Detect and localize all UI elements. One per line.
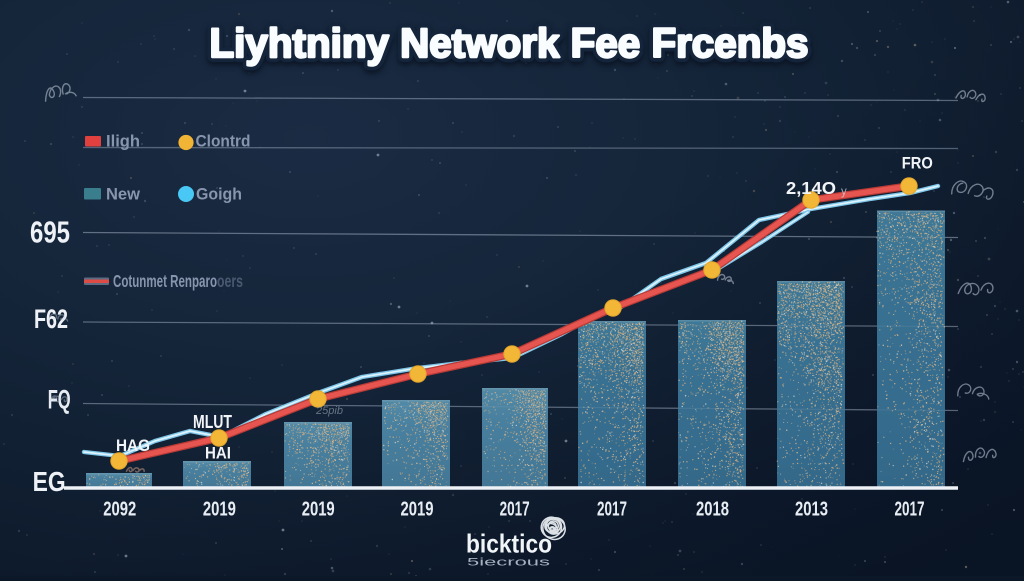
svg-text:EG: EG [33,466,66,497]
svg-text:Iligh: Iligh [106,132,140,151]
svg-text:2,14O: 2,14O [786,178,836,198]
svg-text:5iecrous: 5iecrous [467,557,551,569]
svg-text:Cotunmet Renparo: Cotunmet Renparo [113,271,217,291]
svg-text:Liyhtniny Network Fee Frcenbs: Liyhtniny Network Fee Frcenbs [210,20,809,66]
svg-text:2019: 2019 [203,499,236,521]
svg-text:oers: oers [217,271,243,291]
svg-text:25pib: 25pib [315,405,343,417]
svg-text:695: 695 [30,215,70,250]
svg-text:FRO: FRO [902,155,933,173]
svg-text:F62: F62 [34,304,68,334]
svg-text:MLUT: MLUT [193,412,232,432]
svg-text:Clontrd: Clontrd [196,132,251,151]
svg-text:2017: 2017 [500,499,530,521]
svg-text:Goigh: Goigh [196,185,242,204]
svg-text:2019: 2019 [401,499,434,521]
svg-text:2092: 2092 [103,499,136,521]
svg-text:New: New [106,185,141,204]
svg-text:bicktico: bicktico [466,529,552,559]
svg-text:2017: 2017 [597,499,627,521]
svg-text:FQ: FQ [48,385,71,415]
svg-text:Liyhtniny Network Fee Frcenbs: Liyhtniny Network Fee Frcenbs [210,20,809,66]
svg-text:HAI: HAI [205,445,231,463]
svg-text:2018: 2018 [696,499,729,521]
svg-text:2019: 2019 [302,499,335,521]
svg-text:2013: 2013 [795,499,828,521]
svg-text:HAG: HAG [116,436,150,455]
svg-text:y: y [841,186,847,198]
svg-text:2017: 2017 [895,499,925,521]
